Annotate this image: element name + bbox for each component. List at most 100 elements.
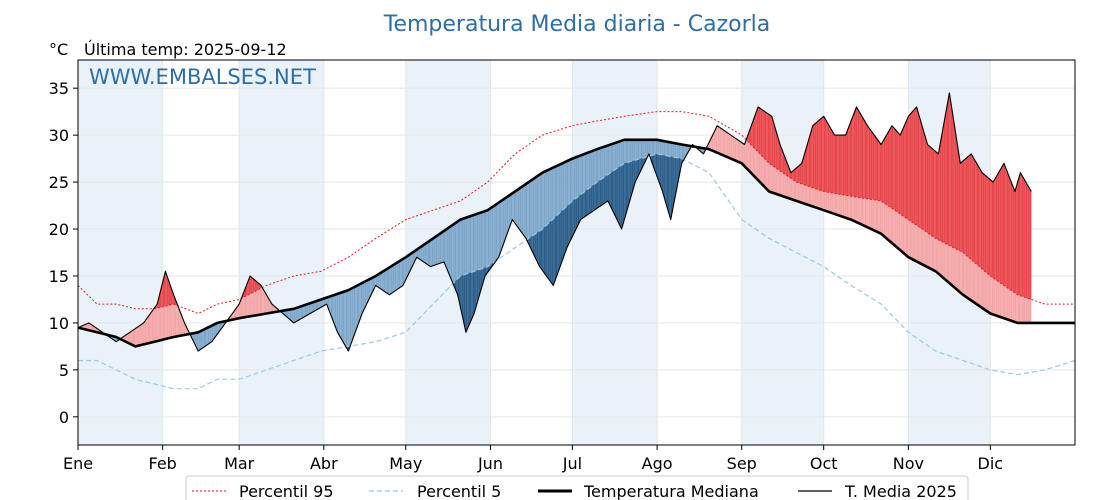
- anomaly-extreme-above: [908, 114, 910, 221]
- anomaly-below: [340, 292, 342, 340]
- anomaly-extreme-below: [478, 269, 480, 300]
- median-line: [77, 138, 1075, 348]
- anomaly-extreme-above: [993, 179, 995, 279]
- anomaly-extreme-above: [852, 113, 854, 197]
- anomaly-below: [394, 263, 397, 291]
- anomaly-extreme-above: [165, 271, 167, 307]
- anomaly-extreme-above: [987, 177, 989, 275]
- anomaly-extreme-above: [1024, 179, 1026, 298]
- anomaly-extreme-below: [639, 158, 641, 174]
- anomaly-above: [736, 138, 738, 162]
- anomaly-extreme-above: [930, 146, 932, 236]
- anomaly-extreme-above: [816, 121, 819, 190]
- anomaly-below: [307, 303, 309, 316]
- anomaly-extreme-above: [1021, 175, 1024, 297]
- anomaly-extreme-below: [564, 207, 566, 256]
- anomaly-extreme-below: [566, 204, 569, 248]
- anomaly-extreme-above: [857, 109, 860, 198]
- anomaly-above: [721, 128, 723, 156]
- anomaly-extreme-above: [882, 139, 884, 203]
- anomaly-extreme-below: [539, 229, 541, 269]
- anomaly-extreme-above: [867, 125, 869, 199]
- anomaly-extreme-below: [666, 155, 669, 211]
- anomaly-extreme-above: [792, 170, 794, 181]
- month-band: [572, 60, 658, 445]
- anomaly-extreme-above: [826, 121, 828, 193]
- anomaly-below: [388, 267, 390, 295]
- legend-label-p95: Percentil 95: [239, 482, 334, 500]
- anomaly-extreme-above: [756, 106, 759, 153]
- anomaly-extreme-below: [591, 185, 593, 213]
- anomaly-above: [174, 298, 177, 337]
- anomaly-above: [90, 323, 92, 331]
- anomaly-extreme-below: [678, 158, 681, 178]
- anomaly-extreme-below: [635, 159, 637, 183]
- anomaly-extreme-below: [467, 273, 469, 330]
- anomaly-extreme-below: [562, 208, 565, 260]
- anomaly-below: [202, 329, 204, 349]
- anomaly-above: [129, 331, 132, 345]
- legend-label-median: Temperatura Mediana: [583, 482, 759, 500]
- anomaly-below: [377, 274, 379, 288]
- anomaly-below: [405, 256, 408, 280]
- anomaly-extreme-below: [594, 183, 596, 211]
- anomaly-below: [348, 289, 350, 352]
- anomaly-below: [449, 226, 451, 279]
- x-tick-label: Dic: [978, 454, 1004, 473]
- anomaly-above: [713, 131, 715, 152]
- anomaly-extreme-above: [866, 123, 868, 199]
- anomaly-extreme-above: [946, 100, 948, 245]
- legend: Percentil 95 Percentil 5 Temperatura Med…: [185, 475, 969, 500]
- anomaly-extreme-above: [785, 158, 787, 176]
- anomaly-below: [330, 295, 333, 319]
- anomaly-extreme-above: [1016, 182, 1018, 295]
- anomaly-extreme-above: [973, 158, 976, 264]
- anomaly-extreme-below: [463, 274, 465, 327]
- anomaly-below: [419, 246, 421, 261]
- anomaly-extreme-above: [250, 275, 252, 294]
- anomaly-extreme-above: [870, 129, 872, 200]
- anomaly-extreme-below: [572, 199, 574, 237]
- anomaly-extreme-below: [588, 187, 591, 214]
- anomaly-below: [515, 190, 517, 226]
- anomaly-below: [210, 325, 212, 343]
- anomaly-below: [364, 280, 367, 308]
- anomaly-below: [317, 300, 319, 310]
- anomaly-below: [338, 292, 341, 338]
- anomaly-below: [438, 233, 440, 264]
- anomaly-below: [315, 300, 318, 311]
- anomaly-extreme-below: [475, 270, 477, 309]
- anomaly-below: [531, 179, 533, 253]
- anomaly-above: [155, 304, 158, 342]
- anomaly-extreme-above: [164, 271, 166, 307]
- anomaly-extreme-above: [797, 165, 800, 184]
- anomaly-below: [200, 330, 203, 350]
- anomaly-above: [263, 290, 266, 315]
- anomaly-above: [724, 130, 726, 157]
- anomaly-below: [491, 206, 494, 267]
- anomaly-above: [258, 283, 260, 315]
- anomaly-extreme-above: [1020, 172, 1022, 297]
- anomaly-below: [487, 209, 490, 273]
- anomaly-above: [269, 299, 271, 314]
- anomaly-extreme-below: [596, 181, 599, 209]
- anomaly-below: [329, 296, 331, 315]
- anomaly-extreme-below: [620, 165, 622, 230]
- anomaly-extreme-below: [592, 184, 595, 212]
- chart-title: Temperatura Media diaria - Cazorla: [383, 12, 770, 37]
- anomaly-below: [646, 139, 648, 160]
- anomaly-below: [513, 191, 516, 224]
- anomaly-above: [256, 281, 259, 316]
- anomaly-extreme-above: [859, 111, 861, 198]
- anomaly-extreme-above: [835, 135, 838, 194]
- anomaly-extreme-above: [849, 121, 852, 197]
- anomaly-below: [323, 298, 326, 306]
- x-tick-label: May: [389, 454, 422, 473]
- anomaly-below: [199, 330, 201, 351]
- anomaly-extreme-above: [781, 148, 783, 173]
- anomaly-above: [239, 300, 241, 319]
- anomaly-below: [378, 273, 380, 289]
- anomaly-extreme-above: [943, 115, 946, 244]
- anomaly-extreme-above: [801, 158, 804, 185]
- anomaly-extreme-below: [558, 212, 561, 271]
